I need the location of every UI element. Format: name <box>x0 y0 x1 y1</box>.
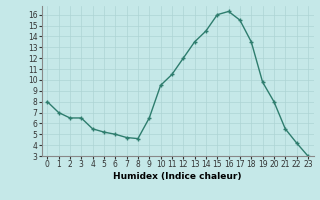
X-axis label: Humidex (Indice chaleur): Humidex (Indice chaleur) <box>113 172 242 181</box>
